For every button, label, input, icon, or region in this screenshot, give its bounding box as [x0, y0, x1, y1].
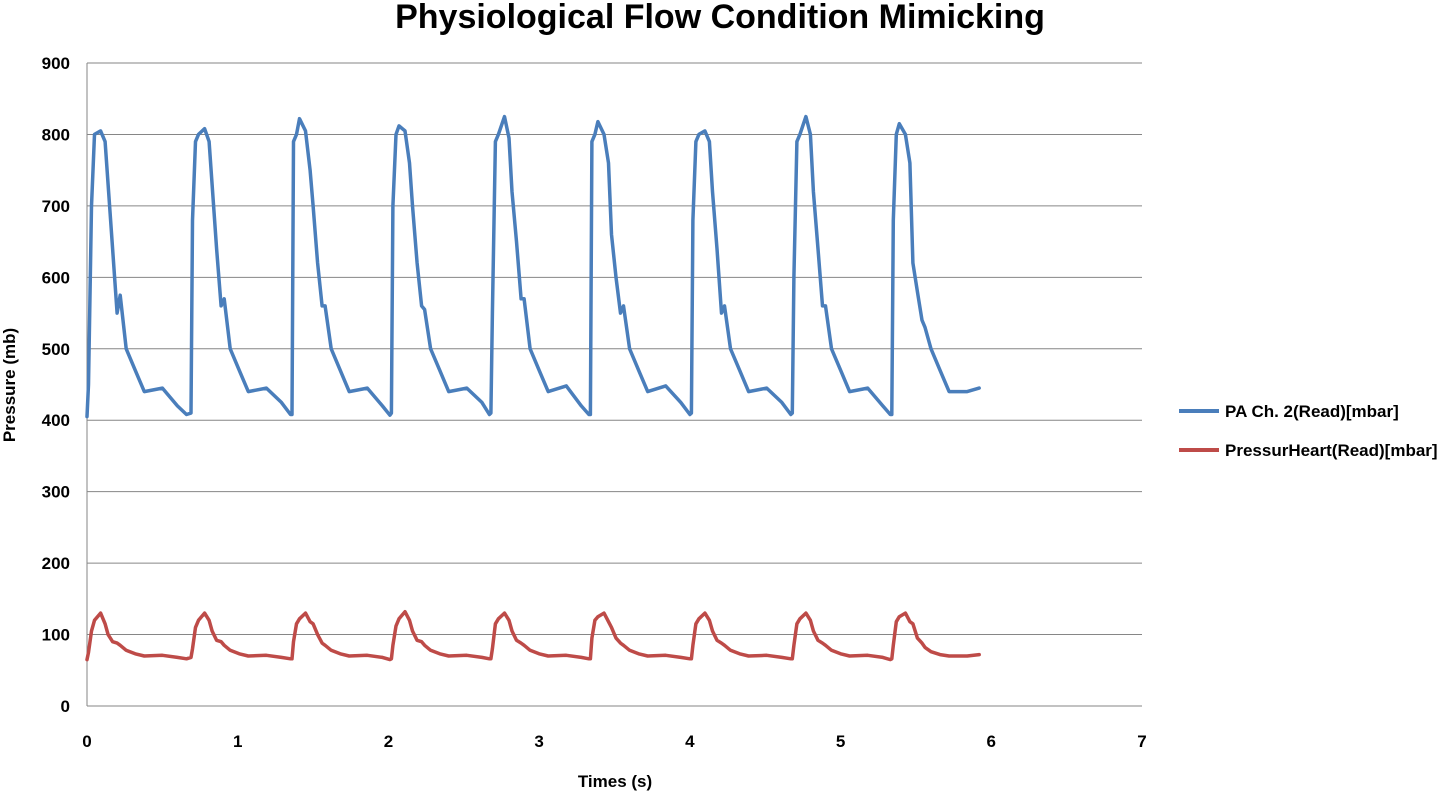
legend: PA Ch. 2(Read)[mbar] PressurHeart(Read)[…: [1179, 402, 1438, 460]
y-tick-label: 700: [42, 197, 70, 216]
y-tick-label: 400: [42, 411, 70, 430]
x-tick-label: 5: [836, 732, 845, 751]
x-tick-label: 3: [534, 732, 543, 751]
y-tick-label: 600: [42, 268, 70, 287]
x-tick-label: 6: [987, 732, 996, 751]
series-lines: [85, 114, 981, 662]
y-tick-label: 500: [42, 340, 70, 359]
y-tick-label: 100: [42, 626, 70, 645]
y-tick-label: 0: [61, 697, 70, 716]
x-tick-label: 7: [1137, 732, 1146, 751]
legend-label-pressur-heart: PressurHeart(Read)[mbar]: [1225, 441, 1438, 460]
x-tick-label: 0: [82, 732, 91, 751]
gridlines: [87, 62, 1142, 636]
series-line-1: [85, 609, 981, 662]
legend-label-pa-ch2: PA Ch. 2(Read)[mbar]: [1225, 402, 1399, 421]
y-tick-label: 200: [42, 554, 70, 573]
chart-title: Physiological Flow Condition Mimicking: [395, 0, 1045, 36]
series-line-0: [85, 114, 981, 419]
x-tick-label: 2: [384, 732, 393, 751]
y-axis-label: Pressure (mb): [0, 328, 19, 442]
x-tick-label: 1: [233, 732, 242, 751]
x-axis-ticks: 0 1 2 3 4 5 6 7: [82, 732, 1146, 751]
y-tick-label: 300: [42, 483, 70, 502]
x-tick-label: 4: [685, 732, 695, 751]
y-tick-label: 800: [42, 125, 70, 144]
y-axis-ticks: 0 100 200 300 400 500 600 700 800 900: [42, 54, 70, 716]
y-tick-label: 900: [42, 54, 70, 73]
x-axis-label: Times (s): [578, 772, 652, 791]
